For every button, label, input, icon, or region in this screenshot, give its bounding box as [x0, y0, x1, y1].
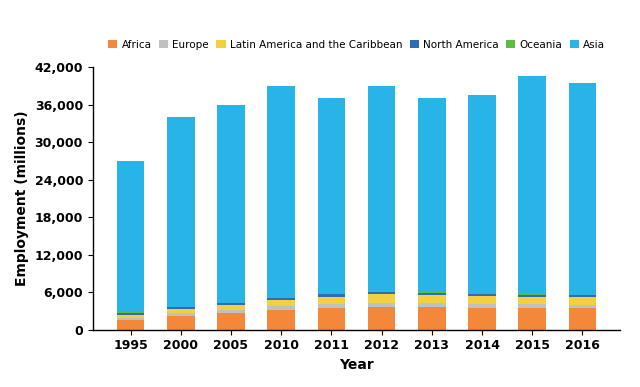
Bar — [116, 161, 145, 312]
Bar — [368, 86, 396, 291]
Bar — [268, 300, 295, 306]
Bar — [418, 293, 445, 295]
Bar — [268, 298, 295, 300]
Bar — [368, 303, 396, 307]
Bar — [518, 308, 546, 330]
Bar — [418, 303, 445, 307]
Bar — [268, 306, 295, 310]
Bar — [317, 308, 345, 330]
Bar — [368, 294, 396, 303]
Bar — [217, 104, 244, 303]
Bar — [468, 304, 496, 308]
Bar — [418, 295, 445, 303]
Bar — [217, 303, 244, 305]
Bar — [368, 307, 396, 330]
Bar — [116, 317, 145, 320]
Bar — [317, 98, 345, 294]
Bar — [317, 295, 345, 296]
Bar — [368, 291, 396, 292]
Bar — [518, 296, 546, 304]
Bar — [167, 117, 195, 307]
Bar — [568, 297, 596, 305]
Bar — [568, 308, 596, 330]
Bar — [167, 307, 195, 309]
Bar — [116, 313, 145, 315]
Bar — [217, 313, 244, 330]
Bar — [167, 309, 195, 313]
Bar — [116, 312, 145, 313]
Bar — [468, 293, 496, 294]
Bar — [268, 297, 295, 298]
Bar — [116, 315, 145, 317]
X-axis label: Year: Year — [339, 358, 374, 372]
Bar — [568, 305, 596, 308]
Bar — [217, 310, 244, 313]
Bar — [468, 296, 496, 304]
Bar — [468, 308, 496, 330]
Bar — [167, 316, 195, 330]
Bar — [568, 83, 596, 295]
Bar — [317, 304, 345, 308]
Bar — [317, 296, 345, 304]
Bar — [317, 294, 345, 295]
Y-axis label: Employment (millions): Employment (millions) — [15, 111, 29, 286]
Bar — [518, 304, 546, 308]
Bar — [116, 320, 145, 330]
Legend: Africa, Europe, Latin America and the Caribbean, North America, Oceania, Asia: Africa, Europe, Latin America and the Ca… — [104, 36, 609, 54]
Bar — [368, 292, 396, 294]
Bar — [518, 76, 546, 294]
Bar — [518, 294, 546, 295]
Bar — [268, 310, 295, 330]
Bar — [268, 86, 295, 297]
Bar — [568, 295, 596, 297]
Bar — [217, 305, 244, 310]
Bar — [418, 307, 445, 330]
Bar — [167, 313, 195, 316]
Bar — [418, 98, 445, 292]
Bar — [518, 295, 546, 296]
Bar — [468, 95, 496, 293]
Bar — [468, 294, 496, 296]
Bar — [418, 292, 445, 293]
